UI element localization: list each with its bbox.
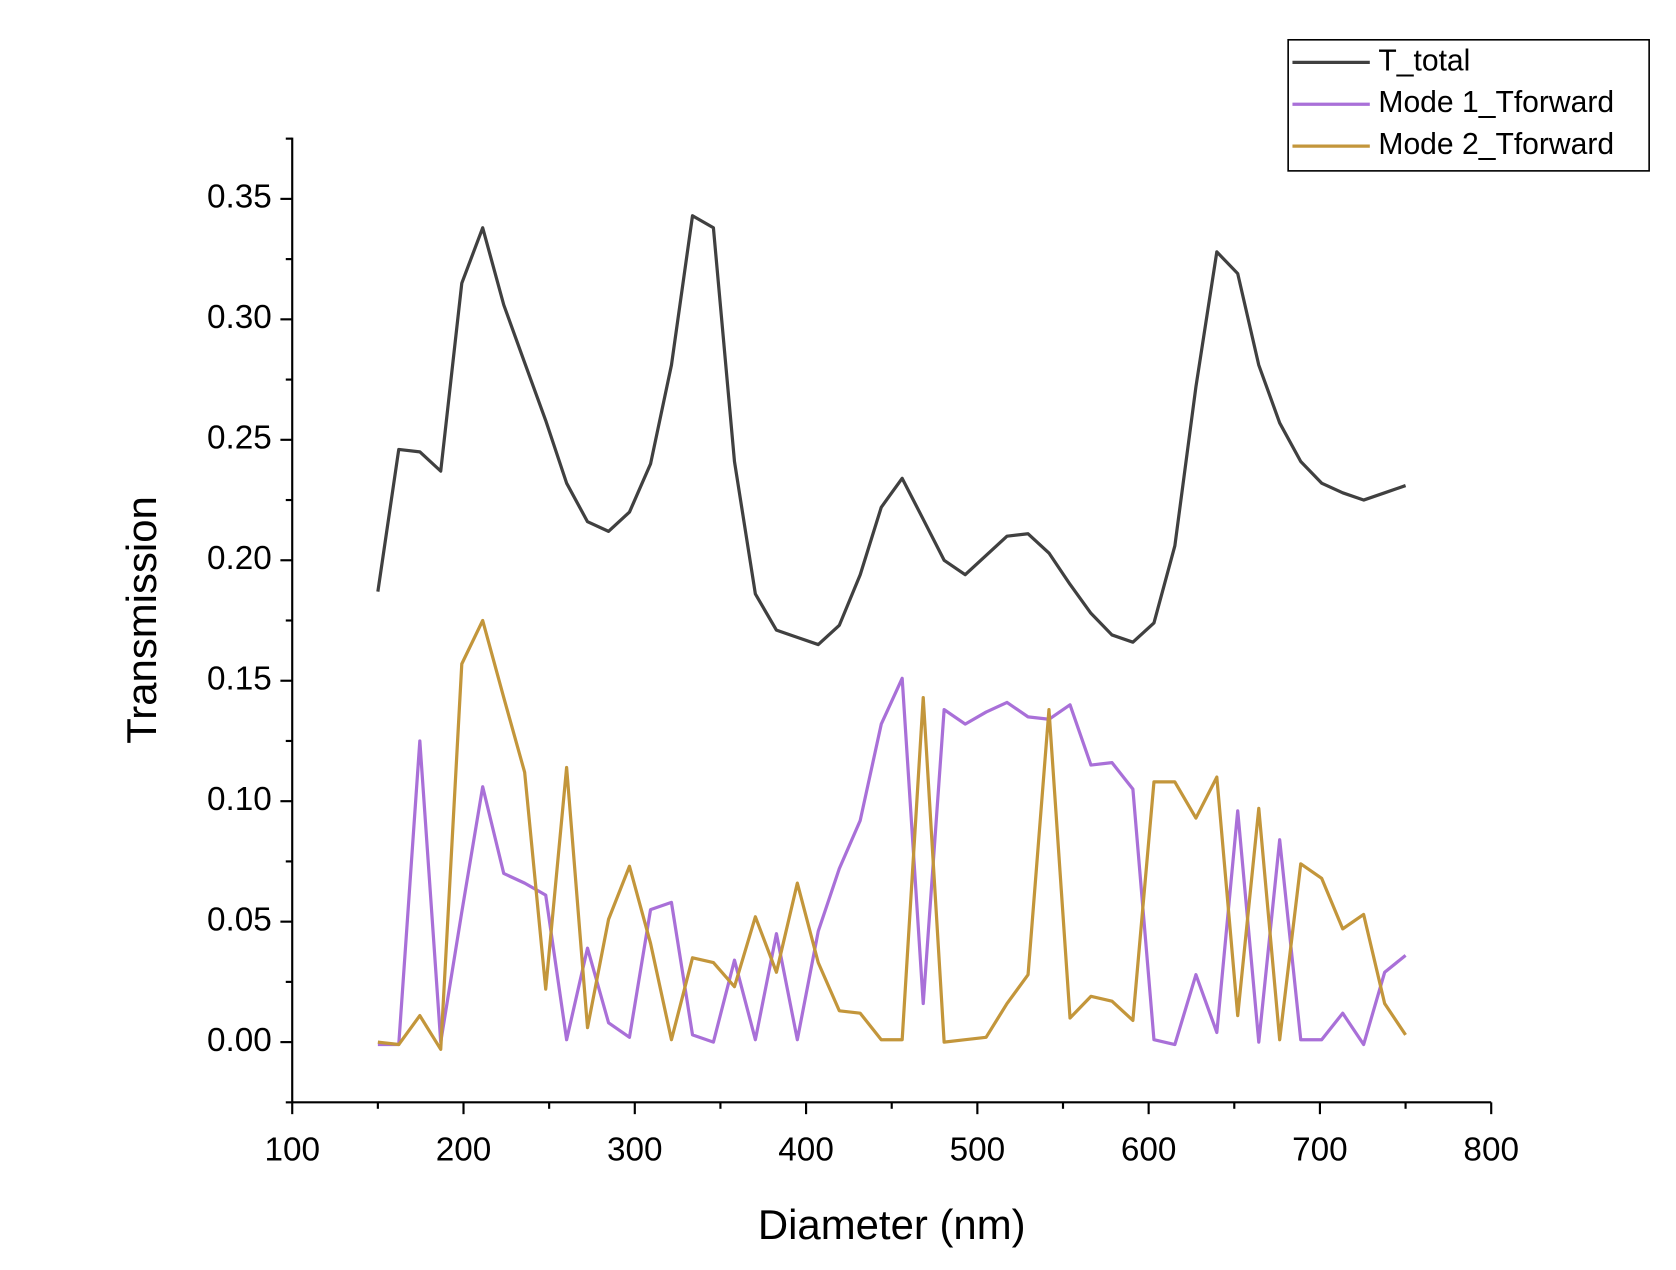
y-axis-title: Transmission <box>118 496 165 744</box>
legend-label: Mode 2_Tforward <box>1378 128 1614 161</box>
series-line <box>376 214 1407 647</box>
x-axis-title: Diameter (nm) <box>758 1201 1026 1248</box>
y-tick-label: 0.25 <box>207 420 272 457</box>
x-tick-label: 400 <box>778 1132 834 1169</box>
y-tick-label: 0.35 <box>207 179 272 216</box>
y-tick-label: 0.15 <box>207 661 272 698</box>
y-tick-label: 0.10 <box>207 781 272 818</box>
legend-label: Mode 1_Tforward <box>1378 86 1614 119</box>
x-tick-label: 800 <box>1463 1132 1519 1169</box>
x-tick-label: 600 <box>1121 1132 1177 1169</box>
x-tick-label: 700 <box>1292 1132 1348 1169</box>
x-tick-label: 200 <box>436 1132 492 1169</box>
x-tick-label: 300 <box>607 1132 663 1169</box>
legend-label: T_total <box>1378 44 1470 77</box>
x-tick-label: 500 <box>950 1132 1006 1169</box>
y-tick-label: 0.20 <box>207 540 272 577</box>
y-tick-label: 0.30 <box>207 299 272 336</box>
y-tick-label: 0.05 <box>207 901 272 938</box>
x-tick-label: 100 <box>264 1132 320 1169</box>
y-tick-label: 0.00 <box>207 1022 272 1059</box>
series-line <box>377 618 1407 1051</box>
series-line <box>377 676 1407 1047</box>
